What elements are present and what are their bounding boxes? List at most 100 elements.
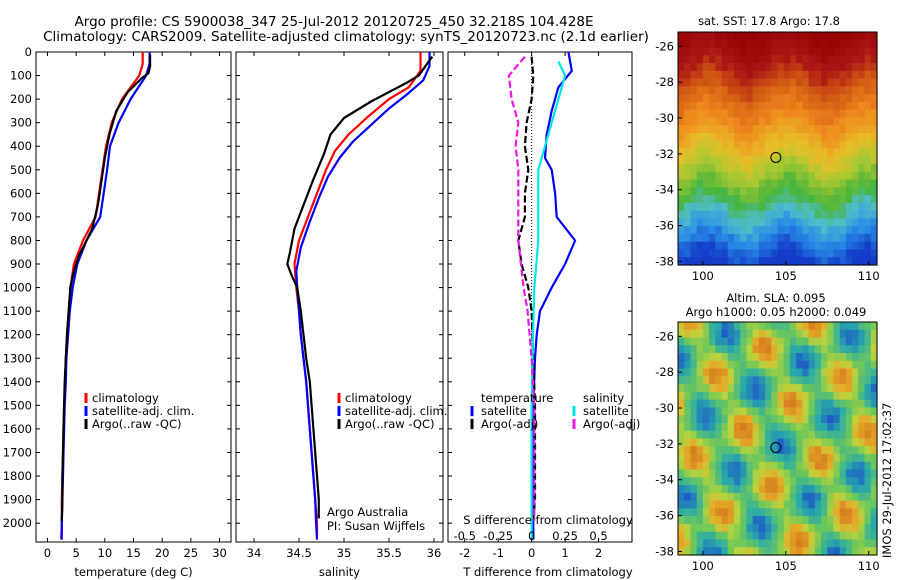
map-cell <box>845 345 853 354</box>
map-cell <box>758 376 766 385</box>
map-cell <box>858 148 866 157</box>
map-cell <box>696 78 704 87</box>
map-cell <box>802 156 810 165</box>
map-cell <box>727 78 735 87</box>
map-cell <box>727 187 735 196</box>
map-cell <box>733 329 741 339</box>
map-cell <box>709 539 716 548</box>
map-cell <box>808 94 816 103</box>
map-cell <box>833 78 841 87</box>
map-cell <box>852 516 859 525</box>
map-cell <box>777 226 785 235</box>
map-cell <box>733 78 741 87</box>
s-tick-label: -0.25 <box>483 529 513 543</box>
map-cell <box>777 39 785 49</box>
s-tick-label: 0.25 <box>552 529 578 543</box>
map-cell <box>839 55 847 64</box>
map-cell <box>833 63 841 72</box>
map-cell <box>771 70 779 80</box>
map-cell <box>771 32 779 41</box>
map-cell <box>702 148 710 157</box>
map-cell <box>746 171 754 181</box>
map-frame <box>677 321 878 556</box>
map-cell <box>852 531 859 541</box>
map-cell <box>758 516 766 525</box>
map-cell <box>802 164 810 173</box>
map-cell <box>721 477 729 486</box>
map-cell <box>727 430 735 440</box>
map-y-tick-label: -34 <box>655 183 674 197</box>
map-cell <box>777 399 785 409</box>
map-cell <box>796 477 803 486</box>
map-cell <box>839 500 847 509</box>
map-cell <box>870 187 878 196</box>
map-cell <box>796 461 803 471</box>
map-cell <box>765 101 772 111</box>
map-cell <box>684 148 692 157</box>
map-cell <box>684 454 692 463</box>
map-cell <box>709 485 716 494</box>
map-cell <box>702 171 710 181</box>
map-cell <box>752 249 760 258</box>
map-cell <box>765 345 772 354</box>
map-cell <box>696 249 704 258</box>
map-cell <box>839 430 847 440</box>
map-cell <box>870 257 878 266</box>
map-cell <box>690 164 698 173</box>
map-cell <box>715 430 723 440</box>
map-cell <box>783 531 791 541</box>
map-cell <box>808 399 816 409</box>
map-cell <box>758 164 766 173</box>
map-cell <box>783 117 791 126</box>
map-cell <box>758 249 766 258</box>
map-cell <box>727 179 735 188</box>
map-cell <box>721 345 729 354</box>
map-cell <box>702 376 710 385</box>
map-cell <box>802 148 810 157</box>
map-cell <box>814 179 822 188</box>
map-cell <box>821 329 828 339</box>
map-cell <box>839 171 847 181</box>
map-cell <box>733 485 741 494</box>
map-cell <box>771 523 779 533</box>
map-cell <box>765 125 772 134</box>
map-cell <box>845 226 853 235</box>
map-cell <box>808 156 816 165</box>
map-cell <box>702 500 710 509</box>
legend-label: satellite <box>481 404 527 418</box>
map-cell <box>733 531 741 541</box>
map-cell <box>740 101 748 111</box>
map-cell <box>678 140 685 150</box>
map-cell <box>783 218 791 227</box>
map-cell <box>789 516 797 525</box>
map-cell <box>839 187 847 196</box>
map-cell <box>740 438 748 447</box>
map-cell <box>702 179 710 188</box>
map-cell <box>821 422 828 432</box>
map-cell <box>796 218 803 227</box>
map-cell <box>709 156 716 165</box>
map-cell <box>746 241 754 251</box>
map-cell <box>715 461 723 471</box>
map-cell <box>870 148 878 157</box>
map-cell <box>740 47 748 56</box>
map-cell <box>771 430 779 440</box>
map-cell <box>771 233 779 243</box>
map-cell <box>746 500 754 509</box>
map-cell <box>678 485 685 494</box>
map-cell <box>845 368 853 377</box>
map-cell <box>733 109 741 119</box>
map-cell <box>777 391 785 401</box>
map-cell <box>690 148 698 157</box>
legend-label: climatology <box>345 391 412 405</box>
map-cell <box>839 438 847 447</box>
map-cell <box>833 202 841 212</box>
map-cell <box>864 109 872 119</box>
map-cell <box>839 360 847 370</box>
map-cell <box>684 164 692 173</box>
map-cell <box>808 391 816 401</box>
map-cell <box>715 329 723 339</box>
map-cell <box>802 132 810 142</box>
map-cell <box>821 195 828 204</box>
map-cell <box>845 415 853 424</box>
